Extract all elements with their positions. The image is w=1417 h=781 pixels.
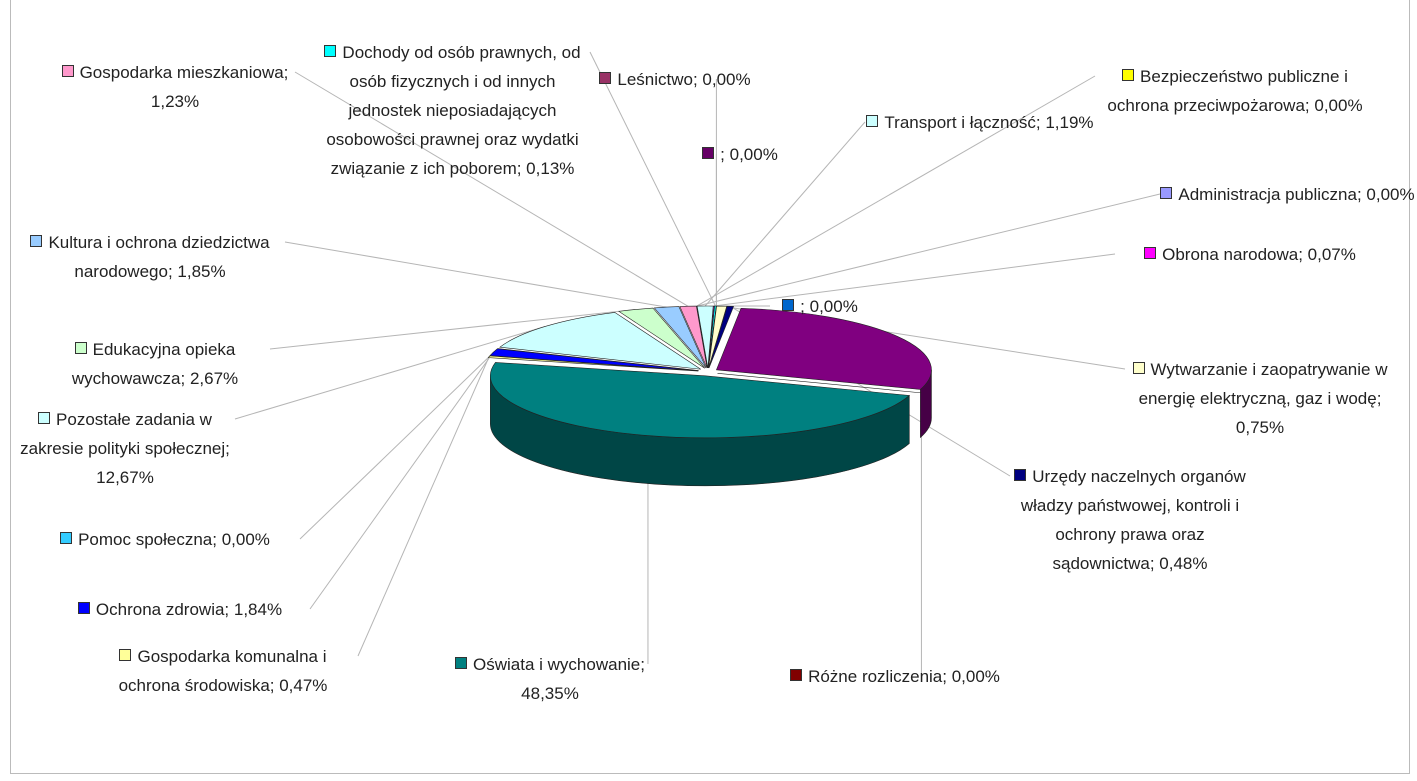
- data-label: Gospodarka komunalna i ochrona środowisk…: [88, 642, 358, 700]
- data-label: Bezpieczeństwo publiczne i ochrona przec…: [1095, 62, 1375, 120]
- label-text: Gospodarka komunalna i ochrona środowisk…: [118, 647, 328, 695]
- data-label: Gospodarka mieszkaniowa; 1,23%: [55, 58, 295, 116]
- label-key: [866, 115, 879, 127]
- label-text: Różne rozliczenia; 0,00%: [808, 667, 1000, 686]
- leader-line: [234, 325, 546, 420]
- slice: [716, 307, 932, 390]
- label-key: [119, 649, 132, 661]
- leader-line: [704, 121, 866, 307]
- slice: [708, 305, 728, 369]
- data-label: Ochrona zdrowia; 1,84%: [50, 595, 310, 624]
- slice: [490, 362, 911, 439]
- label-text: Edukacyjna opieka wychowawcza; 2,67%: [71, 340, 239, 388]
- data-label: ; 0,00%: [770, 292, 870, 321]
- label-key: [61, 65, 74, 77]
- slice: [489, 348, 699, 372]
- label-text: Gospodarka mieszkaniowa; 1,23%: [79, 63, 289, 111]
- label-text: Oświata i wychowanie; 48,35%: [473, 655, 645, 703]
- label-key: [60, 532, 73, 544]
- label-key: [30, 235, 43, 247]
- label-key: [74, 342, 87, 354]
- label-text: Transport i łączność; 1,19%: [884, 113, 1094, 132]
- leader-line: [696, 75, 1096, 307]
- label-text: ; 0,00%: [720, 145, 778, 164]
- label-key: [1014, 469, 1027, 481]
- leader-line: [294, 71, 689, 307]
- label-text: Urzędy naczelnych organów władzy państwo…: [1020, 467, 1246, 573]
- label-key: [790, 669, 803, 681]
- slice: [497, 348, 699, 371]
- data-label: Leśnictwo; 0,00%: [575, 65, 775, 94]
- data-label: Obrona narodowa; 0,07%: [1115, 240, 1385, 269]
- leader-line: [714, 253, 1116, 307]
- data-label: Administracja publiczna; 0,00%: [1160, 180, 1415, 209]
- slice: [617, 307, 706, 369]
- data-label: Kultura i ochrona dziedzictwa narodowego…: [15, 228, 285, 286]
- slice: [653, 306, 707, 369]
- label-key: [38, 412, 51, 424]
- label-key: [455, 657, 468, 669]
- label-text: Pozostałe zadania w zakresie polityki sp…: [20, 410, 230, 487]
- label-key: [599, 72, 612, 84]
- leader-line: [284, 241, 667, 308]
- label-key: [782, 299, 795, 311]
- label-text: Kultura i ochrona dziedzictwa narodowego…: [48, 233, 270, 281]
- label-text: Dochody od osób prawnych, od osób fizycz…: [326, 43, 581, 178]
- data-label: ; 0,00%: [690, 140, 790, 169]
- leader-line: [269, 309, 636, 350]
- leader-line: [357, 356, 490, 657]
- leader-line: [589, 51, 716, 307]
- chart-frame: [10, 0, 1410, 774]
- data-label: Oświata i wychowanie; 48,35%: [430, 650, 670, 708]
- data-label: Urzędy naczelnych organów władzy państwo…: [1010, 462, 1250, 578]
- data-label: Różne rozliczenia; 0,00%: [760, 662, 1030, 691]
- label-text: Obrona narodowa; 0,07%: [1162, 245, 1356, 264]
- label-key: [1132, 362, 1145, 374]
- label-text: Wytwarzanie i zaopatrywanie w energię el…: [1138, 360, 1388, 437]
- data-label: Edukacyjna opieka wychowawcza; 2,67%: [40, 335, 270, 393]
- label-key: [1122, 69, 1135, 81]
- slice: [499, 312, 701, 370]
- label-text: ; 0,00%: [800, 297, 858, 316]
- slice: [708, 305, 735, 369]
- label-key: [1160, 187, 1173, 199]
- label-text: Ochrona zdrowia; 1,84%: [95, 600, 283, 619]
- label-key: [1144, 247, 1157, 259]
- data-label: Pozostałe zadania w zakresie polityki sp…: [15, 405, 235, 492]
- label-text: Pomoc społeczna; 0,00%: [78, 530, 270, 549]
- data-label: Dochody od osób prawnych, od osób fizycz…: [315, 38, 590, 183]
- label-key: [77, 602, 90, 614]
- leader-line: [309, 351, 494, 610]
- leader-line: [299, 348, 499, 540]
- slice: [679, 305, 708, 369]
- label-text: Bezpieczeństwo publiczne i ochrona przec…: [1107, 67, 1363, 115]
- label-text: Leśnictwo; 0,00%: [617, 70, 751, 89]
- slice: [696, 305, 714, 369]
- label-text: Administracja publiczna; 0,00%: [1178, 185, 1415, 204]
- data-label: Pomoc społeczna; 0,00%: [30, 525, 300, 554]
- data-label: Wytwarzanie i zaopatrywanie w energię el…: [1125, 355, 1395, 442]
- leader-line: [696, 193, 1161, 307]
- data-label: Transport i łączność; 1,19%: [865, 108, 1095, 137]
- label-key: [702, 147, 715, 159]
- label-key: [324, 45, 337, 57]
